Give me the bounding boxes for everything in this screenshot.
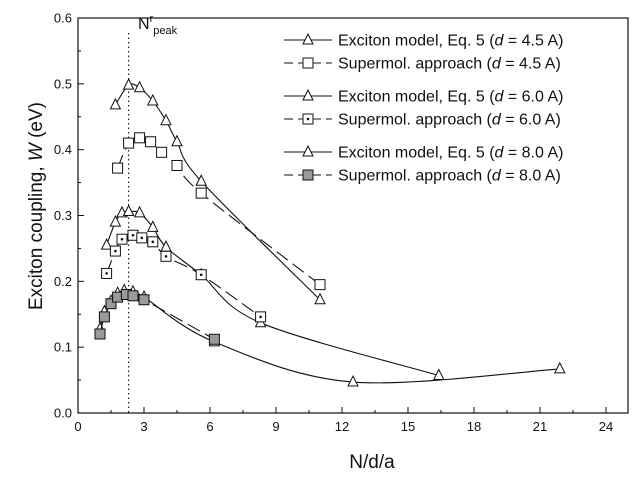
- data-point: [133, 80, 146, 93]
- legend-label: Exciton model, Eq. 5 (d = 6.0 A): [338, 89, 563, 106]
- data-point-dot: [259, 315, 262, 319]
- x-axis-title: N/d/a: [349, 452, 395, 473]
- x-tick-label: 3: [140, 419, 147, 434]
- plot-frame-layer: [77, 17, 629, 414]
- legend-marker: [302, 169, 314, 181]
- data-point: [553, 361, 566, 374]
- data-point: [208, 333, 220, 345]
- x-tick-label: 24: [599, 419, 613, 434]
- x-tick-label: 6: [206, 419, 213, 434]
- y-axis-title: Exciton coupling, W (eV): [26, 102, 47, 310]
- y-tick-label: 0.4: [54, 142, 72, 157]
- legend-marker: [302, 88, 314, 101]
- x-tick-label: 21: [533, 419, 547, 434]
- data-point: [195, 174, 208, 186]
- plot-frame: [77, 17, 629, 414]
- x-tick-label: 0: [74, 419, 81, 434]
- series-line: [106, 210, 439, 377]
- y-axis-title-main: Exciton coupling,: [26, 161, 47, 310]
- data-point: [171, 159, 183, 171]
- x-tick-label: 9: [272, 419, 279, 434]
- series-layer: [94, 78, 566, 387]
- n-peak-annotation-sub: peak: [153, 25, 177, 37]
- legend-item: Supermol. approach (d = 8.0 A): [284, 168, 561, 185]
- n-peak-annotation-base: N: [138, 16, 150, 33]
- data-point: [109, 97, 122, 110]
- series-3: [100, 204, 445, 380]
- data-point: [98, 311, 110, 323]
- data-point-dot: [164, 255, 168, 258]
- n-peak-annotation-sup: r: [150, 13, 154, 25]
- x-tick-label: 12: [335, 419, 349, 434]
- data-point: [160, 113, 172, 126]
- data-point: [127, 290, 139, 302]
- legend-label: Supermol. approach (d = 6.0 A): [338, 112, 561, 129]
- series-4: [101, 229, 267, 323]
- legend-label: Exciton model, Eq. 5 (d = 4.5 A): [338, 33, 563, 50]
- data-point: [112, 162, 124, 174]
- data-point: [122, 204, 135, 217]
- tick-layer: 0 3 6 9 12 15 18 21 24 0.0 0.1 0.2 0.3 0.4 0.5 0.6: [54, 11, 613, 435]
- data-point: [314, 292, 326, 305]
- x-tick-label: 15: [401, 419, 415, 434]
- data-point-dot: [131, 233, 135, 237]
- data-point: [122, 78, 135, 90]
- x-tick-label: 18: [467, 419, 481, 434]
- data-point-dot: [114, 249, 117, 253]
- data-point: [432, 368, 445, 380]
- data-point: [134, 132, 146, 144]
- data-point: [146, 220, 159, 232]
- series-6: [94, 289, 220, 345]
- n-peak-annotation: Nrpeak: [138, 13, 178, 37]
- data-point: [171, 134, 183, 147]
- data-point: [109, 214, 122, 227]
- legend-item: Supermol. approach (d = 4.5 A): [284, 56, 561, 73]
- legend-item: Exciton model, Eq. 5 (d = 4.5 A): [284, 33, 563, 50]
- data-point: [123, 137, 135, 149]
- data-point-dot: [151, 240, 155, 244]
- data-point: [314, 279, 326, 291]
- series-line: [114, 83, 321, 301]
- data-point: [145, 136, 157, 148]
- legend-item: Supermol. approach (d = 6.0 A): [284, 112, 561, 129]
- legend-label: Exciton model, Eq. 5 (d = 8.0 A): [338, 145, 563, 162]
- y-tick-label: 0.6: [54, 11, 72, 26]
- data-point-dot: [199, 273, 203, 277]
- data-point: [146, 93, 159, 106]
- data-point: [100, 238, 113, 250]
- data-point: [94, 328, 106, 340]
- y-tick-label: 0.1: [54, 340, 72, 355]
- legend: Exciton model, Eq. 5 (d = 4.5 A) Supermol…: [284, 33, 563, 185]
- legend-marker: [302, 57, 314, 69]
- y-tick-label: 0.5: [54, 76, 72, 91]
- y-tick-label: 0.0: [54, 406, 72, 421]
- y-tick-label: 0.3: [54, 208, 72, 223]
- data-point: [133, 205, 146, 218]
- data-point-dot: [105, 272, 108, 275]
- legend-marker: [302, 144, 314, 157]
- data-point-dot: [120, 237, 124, 241]
- legend-marker-dot: [306, 117, 310, 121]
- y-tick-label: 0.2: [54, 274, 72, 289]
- data-point-dot: [140, 236, 144, 240]
- series-line: [99, 289, 560, 384]
- data-point: [105, 298, 117, 310]
- legend-item: Exciton model, Eq. 5 (d = 8.0 A): [284, 145, 563, 162]
- legend-label: Supermol. approach (d = 8.0 A): [338, 168, 561, 185]
- data-point: [156, 146, 168, 158]
- data-point: [138, 294, 150, 306]
- legend-item: Exciton model, Eq. 5 (d = 6.0 A): [284, 89, 563, 106]
- y-axis-title-unit: (eV): [26, 102, 47, 143]
- series-line: [117, 137, 321, 286]
- series-5: [94, 283, 566, 387]
- series-line: [106, 234, 261, 318]
- y-axis-title-variable: W: [26, 141, 47, 161]
- data-point: [195, 187, 207, 199]
- data-point: [347, 374, 359, 387]
- legend-marker: [302, 32, 314, 45]
- legend-label: Supermol. approach (d = 4.5 A): [338, 56, 561, 73]
- series-1: [109, 78, 326, 305]
- series-2: [112, 132, 326, 291]
